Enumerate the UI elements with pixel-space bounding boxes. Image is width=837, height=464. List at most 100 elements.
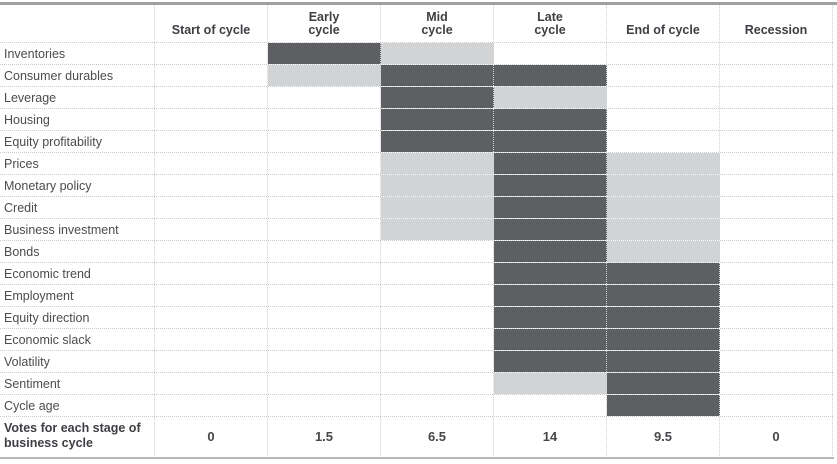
cell-light — [494, 373, 607, 394]
cell-light — [494, 87, 607, 108]
cell-dark — [381, 87, 494, 108]
row-label: Business investment — [0, 219, 155, 240]
votes-value: 9.5 — [607, 417, 720, 456]
row-label: Employment — [0, 285, 155, 306]
cell-empty — [720, 373, 833, 394]
row-label: Housing — [0, 109, 155, 130]
col-header-5: Recession — [720, 5, 833, 42]
table-row: Credit — [0, 197, 833, 219]
cell-empty — [494, 43, 607, 64]
cell-dark — [381, 109, 494, 130]
cell-light — [381, 219, 494, 240]
cell-dark — [381, 65, 494, 86]
cell-dark — [494, 263, 607, 284]
cell-empty — [381, 241, 494, 262]
cell-empty — [155, 87, 268, 108]
cell-empty — [268, 285, 381, 306]
cell-empty — [607, 131, 720, 152]
cell-empty — [155, 109, 268, 130]
row-label: Leverage — [0, 87, 155, 108]
cell-dark — [494, 307, 607, 328]
cell-empty — [155, 197, 268, 218]
cell-empty — [155, 219, 268, 240]
votes-value: 0 — [720, 417, 833, 456]
cell-dark — [381, 131, 494, 152]
col-header-2: Mid cycle — [381, 5, 494, 42]
cell-empty — [720, 153, 833, 174]
cell-dark — [494, 65, 607, 86]
col-header-4: End of cycle — [607, 5, 720, 42]
table-row: Housing — [0, 109, 833, 131]
table-row: Economic slack — [0, 329, 833, 351]
cell-empty — [155, 395, 268, 416]
cell-empty — [720, 329, 833, 350]
cell-empty — [720, 263, 833, 284]
header-row: Start of cycle Early cycle Mid cycle Late c… — [0, 5, 833, 43]
table-row: Cycle age — [0, 395, 833, 417]
row-label: Equity profitability — [0, 131, 155, 152]
cell-dark — [607, 263, 720, 284]
cell-empty — [720, 351, 833, 372]
table-row: Volatility — [0, 351, 833, 373]
bottom-rule — [0, 457, 834, 459]
table-row: Inventories — [0, 43, 833, 65]
row-label: Sentiment — [0, 373, 155, 394]
cell-empty — [268, 197, 381, 218]
cell-dark — [494, 219, 607, 240]
row-label: Cycle age — [0, 395, 155, 416]
cell-dark — [607, 307, 720, 328]
cell-dark — [494, 241, 607, 262]
cell-empty — [720, 175, 833, 196]
cell-empty — [720, 109, 833, 130]
cell-empty — [155, 241, 268, 262]
cell-empty — [720, 395, 833, 416]
cell-empty — [268, 175, 381, 196]
cell-empty — [268, 219, 381, 240]
cell-dark — [494, 153, 607, 174]
table-row: Equity profitability — [0, 131, 833, 153]
cell-empty — [155, 263, 268, 284]
table-row: Prices — [0, 153, 833, 175]
col-header-1: Early cycle — [268, 5, 381, 42]
table-row: Consumer durables — [0, 65, 833, 87]
cycle-grid: Start of cycle Early cycle Mid cycle Late c… — [0, 5, 833, 456]
cell-dark — [494, 285, 607, 306]
top-rule — [0, 2, 837, 5]
corner-cell — [0, 5, 155, 42]
votes-value: 14 — [494, 417, 607, 456]
row-label: Economic slack — [0, 329, 155, 350]
cell-empty — [607, 65, 720, 86]
table-row: Leverage — [0, 87, 833, 109]
cell-empty — [155, 373, 268, 394]
cell-empty — [381, 373, 494, 394]
row-label: Volatility — [0, 351, 155, 372]
table-row: Business investment — [0, 219, 833, 241]
row-label: Consumer durables — [0, 65, 155, 86]
cell-empty — [268, 87, 381, 108]
cell-empty — [268, 329, 381, 350]
cell-empty — [607, 109, 720, 130]
cell-dark — [607, 351, 720, 372]
table-row: Economic trend — [0, 263, 833, 285]
cell-empty — [155, 307, 268, 328]
row-label: Bonds — [0, 241, 155, 262]
cell-empty — [720, 307, 833, 328]
row-label: Inventories — [0, 43, 155, 64]
row-label: Economic trend — [0, 263, 155, 284]
cell-dark — [494, 351, 607, 372]
cell-light — [381, 197, 494, 218]
cell-light — [607, 175, 720, 196]
cell-dark — [607, 285, 720, 306]
row-label: Monetary policy — [0, 175, 155, 196]
cell-empty — [720, 87, 833, 108]
cell-empty — [607, 43, 720, 64]
cell-empty — [381, 285, 494, 306]
cell-empty — [268, 263, 381, 284]
cell-empty — [155, 351, 268, 372]
cell-light — [268, 65, 381, 86]
cell-light — [381, 43, 494, 64]
row-label: Credit — [0, 197, 155, 218]
cell-light — [381, 175, 494, 196]
cell-empty — [155, 65, 268, 86]
votes-row: Votes for each stage of business cycle 0 1… — [0, 417, 833, 456]
